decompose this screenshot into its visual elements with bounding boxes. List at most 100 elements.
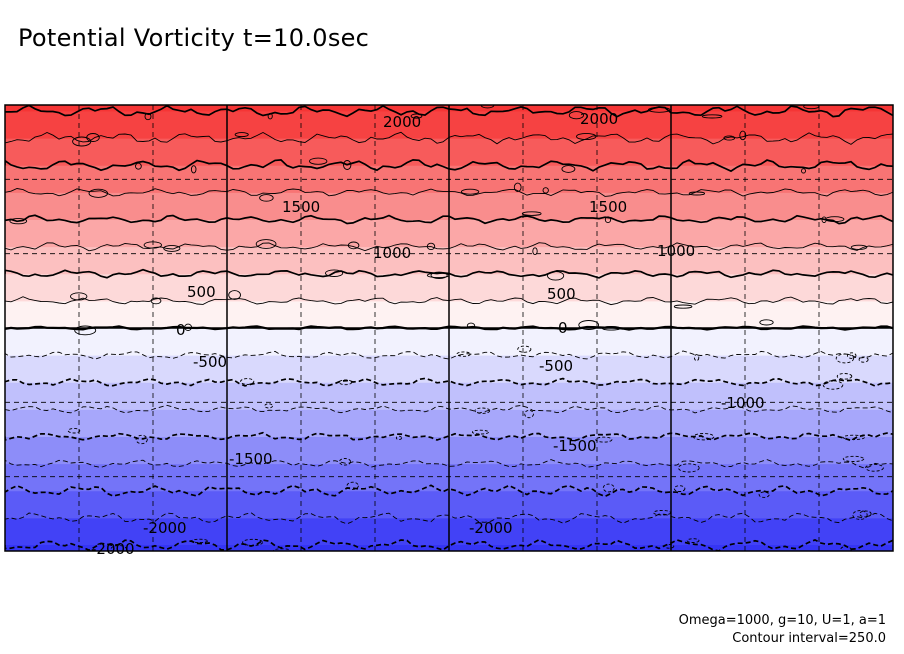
eddy-contour [67,427,81,434]
contour-label: -500 [539,357,573,375]
eddy-contour [835,353,855,364]
eddy-contour [135,434,148,445]
eddy-contour [578,320,600,330]
eddy-contour [110,545,128,551]
eddy-contour [673,304,693,309]
contour-label: 0 [558,319,568,337]
eddy-contour [259,194,274,202]
eddy-contour [547,271,565,281]
parameters-note: Omega=1000, g=10, U=1, a=1 [678,613,886,628]
eddy-contour [346,481,359,490]
eddy-contour [521,211,542,216]
eddy-contour [723,135,736,141]
eddy-contour [701,114,723,119]
eddy-contour [70,292,88,301]
eddy-contour [692,433,715,441]
eddy-contour [561,165,576,173]
eddy-contour [532,247,538,256]
eddy-contour [821,216,827,223]
contour-label: -2000 [143,519,187,537]
eddy-contour [471,429,490,435]
eddy-contour [426,242,436,251]
eddy-contour [74,325,97,336]
eddy-contour [576,132,597,141]
eddy-contour [693,354,700,362]
eddy-contour [72,136,92,147]
plot-frame [4,104,894,552]
negative-contour-line [5,538,893,551]
contour-label: -1500 [553,437,597,455]
eddy-contour [759,319,774,326]
eddy-contour [191,538,209,544]
eddy-contour [460,188,480,195]
contour-label: 2000 [383,113,421,131]
eddy-contour [347,241,360,250]
eddy-contour [858,356,869,363]
eddy-contour [846,352,857,359]
eddy-contour [513,182,522,192]
eddy-contour [150,297,162,305]
contour-label: -2000 [91,540,135,558]
eddy-contour [474,407,491,414]
contour-label: 1000 [373,244,411,262]
eddy-contour [568,111,584,120]
grid-lines [5,105,893,551]
contour-interval-note: Contour interval=250.0 [732,631,886,646]
eddy-contour [825,216,845,223]
eddy-contour [859,510,872,518]
eddy-contour [688,191,706,196]
contour-label: 2000 [580,110,618,128]
negative-contour-line [5,484,893,498]
eddy-contour [338,458,352,466]
eddy-contour [852,510,868,520]
eddy-contour [430,271,448,279]
eddy-contour [840,545,852,551]
eddy-contour [240,378,255,385]
chart-title: Potential Vorticity t=10.0sec [18,24,370,52]
eddy-contour [850,244,868,250]
eddy-contour [144,112,152,121]
eddy-contour [325,269,344,277]
eddy-contour [338,379,353,386]
negative-contour-line [5,459,893,469]
eddy-contour [9,217,28,225]
eddy-contour [542,187,549,194]
eddy-contour [264,403,273,409]
eddy-contour [686,538,700,543]
eddy-contour [801,168,806,174]
negative-contour-line [5,377,893,387]
eddy-contour [664,543,675,549]
eddy-contour [842,434,865,441]
contour-label: -1000 [721,394,765,412]
negative-contour-line [5,350,893,360]
contour-label: 1500 [589,198,627,216]
eddy-contour [647,106,671,113]
eddy-contour [739,130,747,141]
eddy-contour [309,157,328,165]
eddy-contour [267,112,273,120]
contour-label: 500 [187,283,216,301]
contour-label: 500 [547,285,576,303]
eddy-contour [163,244,181,252]
contour-label: -1500 [229,450,273,468]
eddy-contour [343,160,352,170]
eddy-contour [677,463,700,473]
eddy-contour [395,435,402,441]
eddy-contour [595,436,613,443]
eddy-contour [255,239,277,249]
eddy-contour [524,409,534,419]
negative-contour-line [5,431,893,442]
contour-label: 1000 [657,242,695,260]
eddy-contour [242,538,264,546]
eddy-contour [842,455,865,462]
eddy-contour [836,373,853,380]
eddy-contour [604,216,612,224]
eddy-contour [673,485,686,492]
eddy-contour [456,351,471,357]
eddy-contour [517,345,532,353]
contour-label: 1500 [282,198,320,216]
eddy-contour [410,113,423,119]
contour-labels: 2000 2000 1500 1500 1000 1000 500 500 0 0 -500 -500… [91,110,765,558]
contour-label: -2000 [469,519,513,537]
